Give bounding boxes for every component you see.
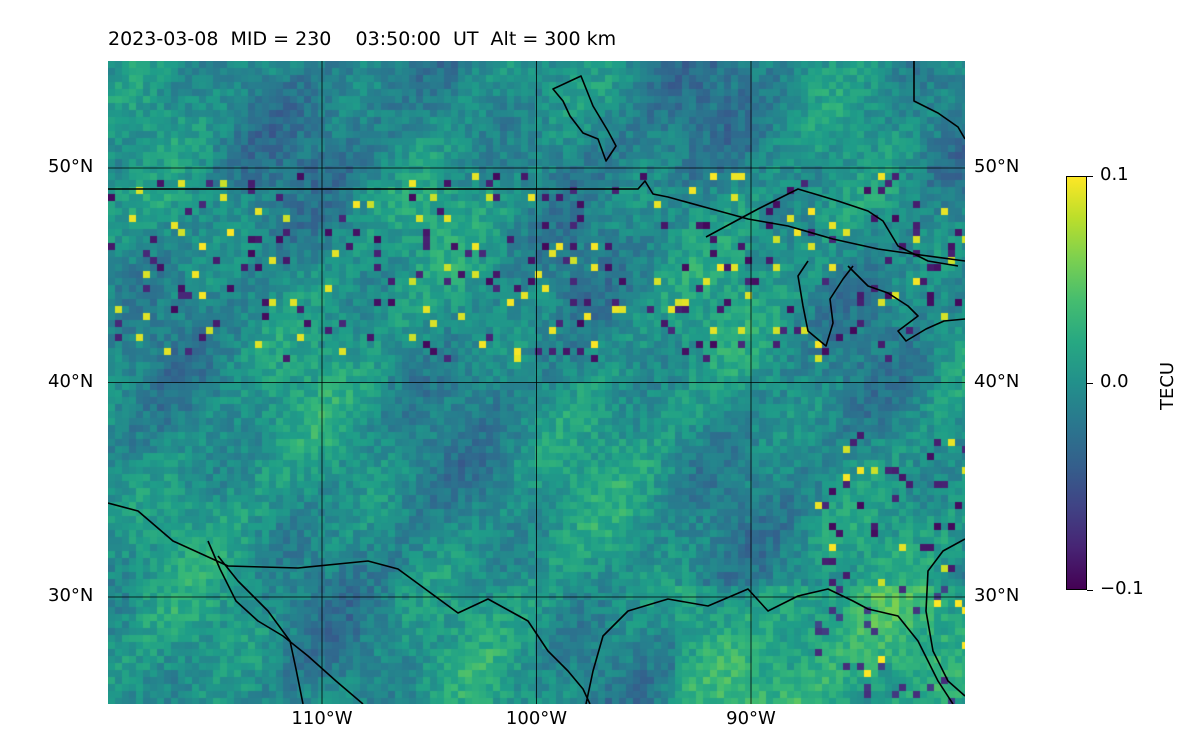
lat-label: 50°N: [974, 156, 1020, 177]
colorbar-tick: [1087, 175, 1093, 177]
us-canada-border: [108, 180, 965, 262]
gulf-of-mexico-coast: [585, 588, 954, 704]
map-title: 2023-03-08 MID = 230 03:50:00 UT Alt = 3…: [108, 28, 617, 50]
lat-label: 50°N: [48, 156, 94, 177]
lon-label: 100°W: [505, 708, 568, 729]
colorbar-tick-label: 0.1: [1100, 164, 1129, 185]
hudson-bay-coast: [913, 61, 965, 140]
lon-label: 110°W: [291, 708, 353, 729]
lake-michigan-outline: [797, 260, 854, 347]
lake-superior-outline: [705, 188, 959, 267]
tec-map[interactable]: [108, 61, 965, 704]
colorbar-title: TECU: [1157, 361, 1178, 410]
map-overlay: [108, 61, 965, 704]
lake-winnipeg-outline: [552, 75, 617, 162]
lon-label: 90°W: [726, 708, 776, 729]
colorbar-tick: [1087, 589, 1093, 591]
lat-label: 30°N: [48, 585, 94, 606]
atlantic-coast: [925, 538, 965, 697]
baja-coast-outer: [207, 540, 364, 704]
colorbar-tick: [1087, 382, 1093, 384]
lat-label: 40°N: [48, 370, 94, 392]
lat-label: 30°N: [974, 585, 1020, 606]
lake-huron-outline: [847, 265, 965, 342]
baja-coast-inner: [217, 555, 304, 704]
colorbar: [1066, 176, 1087, 590]
lat-label: 40°N: [974, 370, 1020, 392]
colorbar-tick-label: −0.1: [1100, 578, 1144, 599]
colorbar-tick-label: 0.0: [1100, 371, 1129, 392]
us-mexico-border: [108, 502, 591, 704]
